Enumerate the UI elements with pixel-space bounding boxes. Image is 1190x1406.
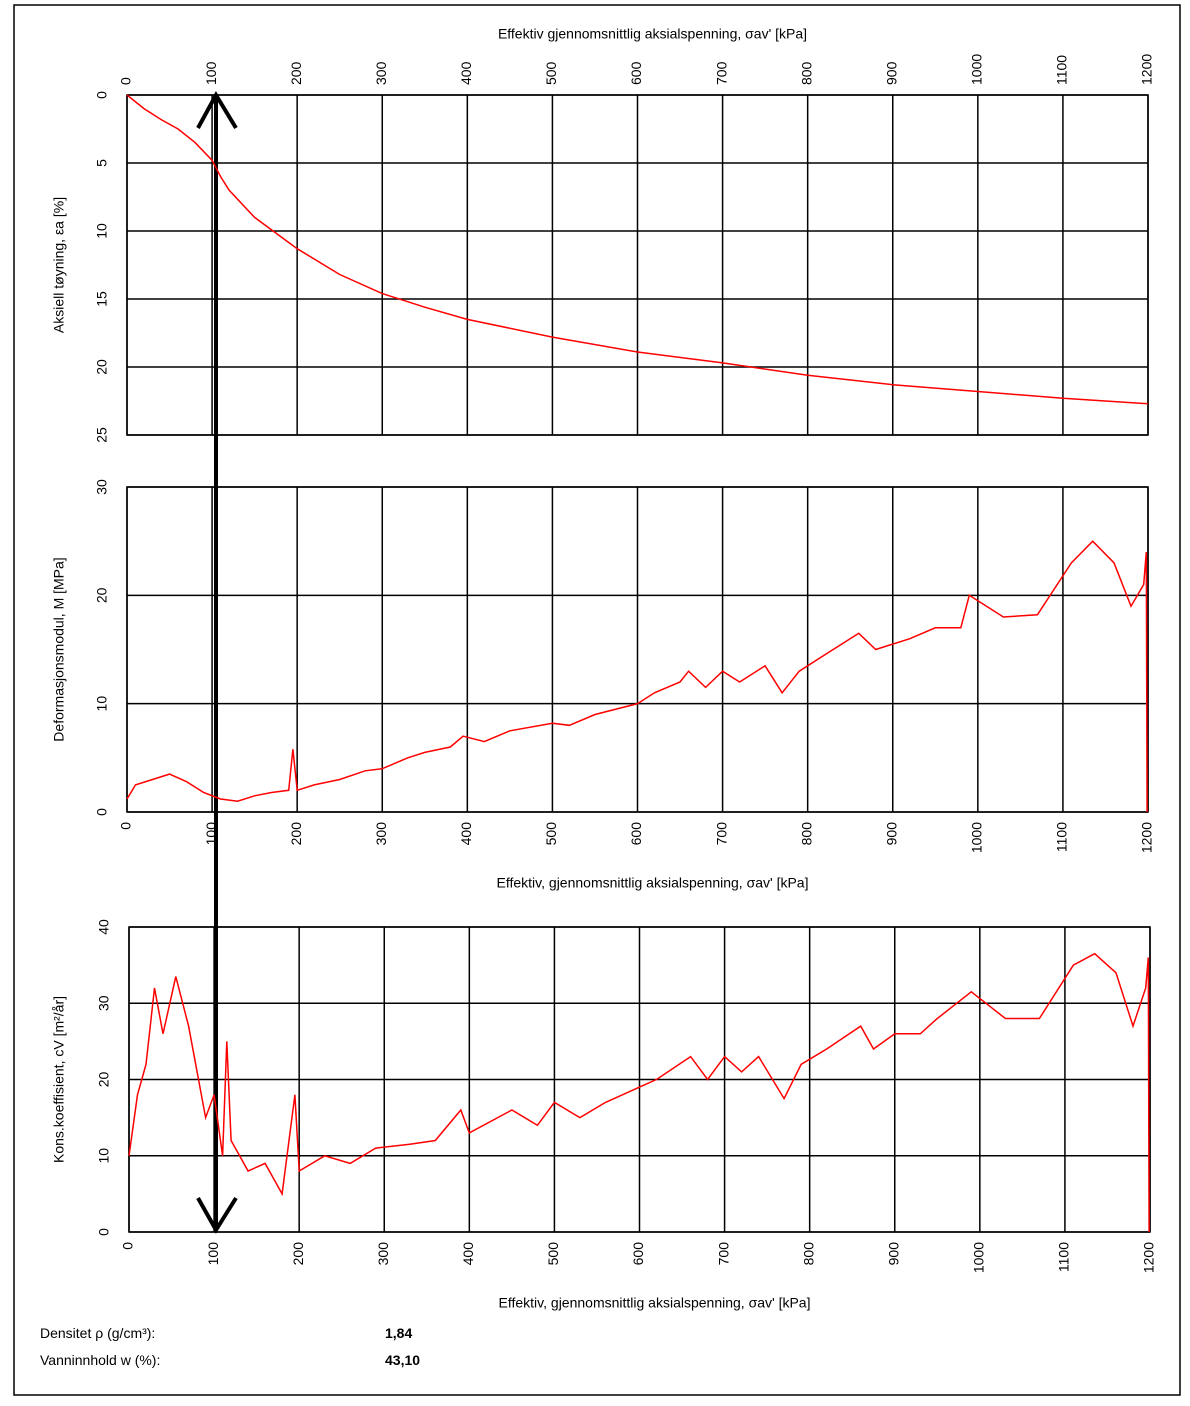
x-tick-label: 800: [798, 822, 814, 846]
x-tick-label: 0: [118, 822, 134, 830]
x-tick-label: 600: [630, 1242, 646, 1266]
x-tick-label: 1000: [971, 1242, 987, 1273]
x-axis-title: Effektiv, gjennomsnittlig aksialspenning…: [499, 1295, 811, 1311]
x-tick-label: 900: [883, 822, 899, 846]
y-tick-label: 40: [96, 919, 112, 935]
y-axis-title: Kons.koeffisient, cV [m²/år]: [51, 996, 67, 1163]
x-tick-label: 300: [373, 822, 389, 846]
x-tick-label: 700: [713, 822, 729, 846]
arrow: [196, 90, 238, 1234]
y-tick-label: 20: [94, 359, 110, 375]
plot-frame: [128, 926, 1151, 1233]
x-tick-label: 1200: [1139, 822, 1155, 853]
x-tick-label: 1200: [1139, 54, 1155, 85]
data-line: [126, 94, 1149, 405]
x-tick-label: 0: [120, 1242, 136, 1250]
y-tick-label: 20: [96, 1072, 112, 1088]
info-label: Vanninnhold w (%):: [40, 1352, 160, 1368]
y-tick-label: 10: [94, 223, 110, 239]
y-tick-label: 10: [96, 1148, 112, 1164]
x-tick-label: 600: [628, 61, 644, 85]
y-tick-label: 30: [94, 479, 110, 495]
data-line: [128, 952, 1150, 1233]
x-tick-label: 1100: [1056, 1242, 1072, 1272]
y-tick-label: 10: [94, 696, 110, 712]
plot-frame: [126, 486, 1149, 813]
y-tick-label: 15: [94, 291, 110, 307]
x-tick-label: 500: [543, 61, 559, 85]
y-axis-title: Deformasjonsmodul, M [MPa]: [51, 557, 67, 741]
x-tick-label: 0: [118, 77, 134, 85]
x-tick-label: 900: [883, 61, 899, 85]
x-tick-label: 800: [800, 1242, 816, 1266]
x-tick-label: 200: [290, 1242, 306, 1266]
y-tick-label: 20: [94, 587, 110, 603]
x-tick-label: 600: [628, 822, 644, 846]
x-axis-title: Effektiv, gjennomsnittlig aksialspenning…: [497, 875, 809, 891]
x-tick-label: 700: [713, 61, 729, 85]
x-tick-label: 300: [373, 61, 389, 85]
x-tick-label: 500: [543, 822, 559, 846]
x-tick-label: 100: [203, 822, 219, 846]
x-tick-label: 300: [375, 1242, 391, 1266]
frame: [13, 4, 1181, 1396]
info-label: Densitet ρ (g/cm³):: [40, 1325, 155, 1341]
x-axis-title: Effektiv gjennomsnittlig aksialspenning,…: [498, 26, 807, 42]
x-tick-label: 800: [798, 61, 814, 85]
x-tick-label: 1100: [1054, 822, 1070, 852]
info-value: 1,84: [385, 1325, 412, 1341]
y-tick-label: 30: [96, 995, 112, 1011]
x-tick-label: 100: [203, 61, 219, 85]
y-tick-label: 25: [94, 427, 110, 443]
data-line: [126, 540, 1148, 813]
x-tick-label: 900: [885, 1242, 901, 1266]
x-tick-label: 1200: [1141, 1242, 1157, 1273]
x-tick-label: 400: [460, 1242, 476, 1266]
x-tick-label: 1000: [969, 822, 985, 853]
plot-frame: [126, 94, 1149, 436]
x-tick-label: 1100: [1054, 55, 1070, 85]
x-tick-label: 700: [715, 1242, 731, 1266]
info-value: 43,10: [385, 1352, 420, 1368]
x-tick-label: 500: [545, 1242, 561, 1266]
x-tick-label: 400: [458, 61, 474, 85]
y-axis-title: Aksiell tøyning, εa [%]: [51, 197, 67, 333]
y-tick-label: 5: [94, 159, 110, 167]
y-tick-label: 0: [94, 91, 110, 99]
x-tick-label: 200: [288, 822, 304, 846]
x-tick-label: 200: [288, 61, 304, 85]
x-tick-label: 400: [458, 822, 474, 846]
x-tick-label: 1000: [969, 54, 985, 85]
y-tick-label: 0: [96, 1228, 112, 1236]
x-tick-label: 100: [205, 1242, 221, 1266]
y-tick-label: 0: [94, 808, 110, 816]
